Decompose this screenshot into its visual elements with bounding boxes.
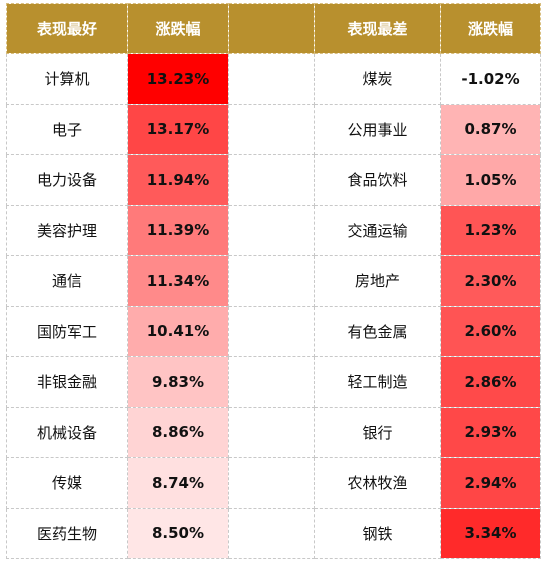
- worst-sector-change: 2.30%: [440, 255, 541, 307]
- worst-sector-change: 2.93%: [440, 406, 541, 458]
- worst-sector-name: 银行: [314, 406, 441, 458]
- table-row: 美容护理 11.39% 交通运输 1.23%: [6, 204, 541, 256]
- best-sector-name: 美容护理: [6, 204, 128, 256]
- best-sector-change: 13.17%: [127, 103, 229, 155]
- best-sector-change: 11.94%: [127, 154, 229, 206]
- best-sector-change: 9.83%: [127, 356, 229, 408]
- table-row: 国防军工 10.41% 有色金属 2.60%: [6, 305, 541, 357]
- gap-cell: [228, 204, 315, 256]
- worst-sector-change: -1.02%: [440, 53, 541, 105]
- best-sector-change: 8.74%: [127, 457, 229, 509]
- table-row: 医药生物 8.50% 钢铁 3.34%: [6, 507, 541, 559]
- worst-sector-name: 有色金属: [314, 305, 441, 357]
- best-sector-name: 计算机: [6, 53, 128, 105]
- table-row: 通信 11.34% 房地产 2.30%: [6, 255, 541, 307]
- worst-sector-name: 煤炭: [314, 53, 441, 105]
- table-row: 电力设备 11.94% 食品饮料 1.05%: [6, 154, 541, 206]
- header-worst-name: 表现最差: [314, 3, 441, 54]
- header-best-name: 表现最好: [6, 3, 128, 54]
- gap-cell: [228, 53, 315, 105]
- gap-cell: [228, 305, 315, 357]
- worst-sector-change: 1.23%: [440, 204, 541, 256]
- gap-cell: [228, 103, 315, 155]
- best-sector-change: 13.23%: [127, 53, 229, 105]
- sector-performance-table: 表现最好 涨跌幅 表现最差 涨跌幅 计算机 13.23% 煤炭 -1.02% 电子 13.…: [6, 3, 541, 559]
- best-sector-name: 电子: [6, 103, 128, 155]
- worst-sector-name: 食品饮料: [314, 154, 441, 206]
- worst-sector-change: 2.94%: [440, 457, 541, 509]
- gap-cell: [228, 356, 315, 408]
- best-sector-change: 11.39%: [127, 204, 229, 256]
- table-row: 传媒 8.74% 农林牧渔 2.94%: [6, 457, 541, 509]
- worst-sector-change: 1.05%: [440, 154, 541, 206]
- gap-cell: [228, 406, 315, 458]
- best-sector-name: 国防军工: [6, 305, 128, 357]
- worst-sector-change: 2.60%: [440, 305, 541, 357]
- best-sector-name: 机械设备: [6, 406, 128, 458]
- table-row: 电子 13.17% 公用事业 0.87%: [6, 103, 541, 155]
- table-row: 计算机 13.23% 煤炭 -1.02%: [6, 53, 541, 105]
- header-worst-change: 涨跌幅: [440, 3, 541, 54]
- worst-sector-change: 3.34%: [440, 507, 541, 559]
- header-gap: [228, 3, 315, 54]
- best-sector-name: 传媒: [6, 457, 128, 509]
- best-sector-name: 通信: [6, 255, 128, 307]
- best-sector-change: 11.34%: [127, 255, 229, 307]
- header-best-change: 涨跌幅: [127, 3, 229, 54]
- header-row: 表现最好 涨跌幅 表现最差 涨跌幅: [6, 3, 541, 54]
- best-sector-change: 10.41%: [127, 305, 229, 357]
- best-sector-change: 8.86%: [127, 406, 229, 458]
- best-sector-name: 医药生物: [6, 507, 128, 559]
- worst-sector-change: 0.87%: [440, 103, 541, 155]
- worst-sector-name: 钢铁: [314, 507, 441, 559]
- worst-sector-change: 2.86%: [440, 356, 541, 408]
- worst-sector-name: 农林牧渔: [314, 457, 441, 509]
- gap-cell: [228, 507, 315, 559]
- gap-cell: [228, 457, 315, 509]
- worst-sector-name: 公用事业: [314, 103, 441, 155]
- table-row: 非银金融 9.83% 轻工制造 2.86%: [6, 356, 541, 408]
- gap-cell: [228, 255, 315, 307]
- best-sector-name: 电力设备: [6, 154, 128, 206]
- worst-sector-name: 房地产: [314, 255, 441, 307]
- worst-sector-name: 轻工制造: [314, 356, 441, 408]
- worst-sector-name: 交通运输: [314, 204, 441, 256]
- best-sector-change: 8.50%: [127, 507, 229, 559]
- table-row: 机械设备 8.86% 银行 2.93%: [6, 406, 541, 458]
- table-body: 计算机 13.23% 煤炭 -1.02% 电子 13.17% 公用事业 0.87% 电力设备 11…: [6, 53, 541, 559]
- best-sector-name: 非银金融: [6, 356, 128, 408]
- gap-cell: [228, 154, 315, 206]
